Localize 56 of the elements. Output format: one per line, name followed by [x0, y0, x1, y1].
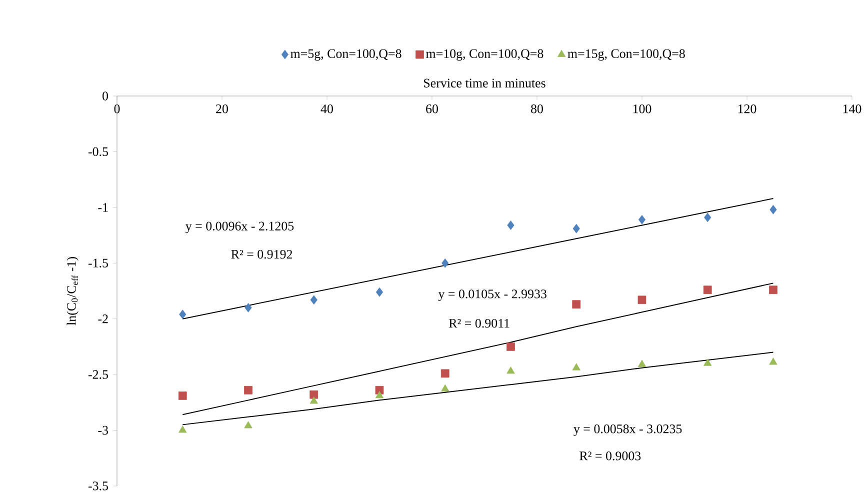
y-tick-label: -1 [98, 203, 108, 212]
point [310, 390, 318, 399]
point [376, 287, 384, 297]
annotation: y = 0.0105x - 2.9933 [438, 290, 546, 301]
x-tick-label: 40 [320, 104, 333, 114]
point [704, 358, 712, 366]
annotation: y = 0.0058x - 3.0235 [574, 424, 682, 436]
x-tick-label: 120 [738, 104, 756, 114]
x-tick-label: 20 [216, 104, 228, 114]
y-tick-label: -1.5 [88, 258, 108, 268]
point [179, 310, 186, 320]
x-tick-label: 100 [633, 104, 652, 114]
point [178, 426, 187, 433]
point [769, 286, 778, 294]
y-tick-label: -2.5 [88, 370, 108, 379]
x-tick-label: 60 [426, 104, 438, 114]
annotation: R² = 0.9192 [231, 250, 292, 259]
y-axis-title: ln(C$_{0}$/C$_{eff}$ -1) [66, 257, 78, 326]
legend-label: m=10g, Con=100,Q=8 [426, 49, 544, 61]
point [506, 366, 515, 374]
x-tick-label: 0 [114, 104, 120, 114]
point [310, 295, 318, 305]
y-tick-label: -0.5 [88, 147, 108, 156]
point [638, 215, 646, 224]
point [572, 224, 580, 234]
point [506, 342, 515, 351]
y-tick-label: 0 [102, 92, 108, 100]
annotation: y = 0.0096x - 2.1205 [186, 222, 294, 234]
point [244, 386, 252, 394]
annotation: R² = 0.9003 [580, 452, 641, 460]
x-tick-label: 80 [531, 104, 543, 114]
point [178, 392, 187, 400]
annotation: R² = 0.9011 [449, 318, 510, 328]
point [572, 363, 580, 370]
point [572, 300, 581, 309]
point [441, 384, 450, 392]
point [703, 286, 712, 294]
point [442, 258, 449, 268]
point [638, 296, 646, 304]
point [507, 220, 514, 230]
point [770, 204, 777, 214]
point [310, 396, 318, 404]
y-tick-label: -2 [98, 314, 108, 324]
point [638, 360, 646, 367]
point [440, 369, 450, 378]
point [704, 212, 712, 222]
point [244, 303, 252, 312]
point [244, 421, 252, 428]
x-axis-title: Service time in minutes [424, 78, 546, 88]
point [375, 391, 384, 398]
x-tick-label: 140 [843, 104, 862, 114]
legend-label: m=15g, Con=100,Q=8 [568, 49, 685, 61]
y-tick-label: -3.5 [88, 482, 108, 490]
legend-label: m=5g, Con=100,Q=8 [290, 49, 402, 61]
y-tick-label: -3 [98, 426, 108, 435]
point [769, 358, 778, 365]
